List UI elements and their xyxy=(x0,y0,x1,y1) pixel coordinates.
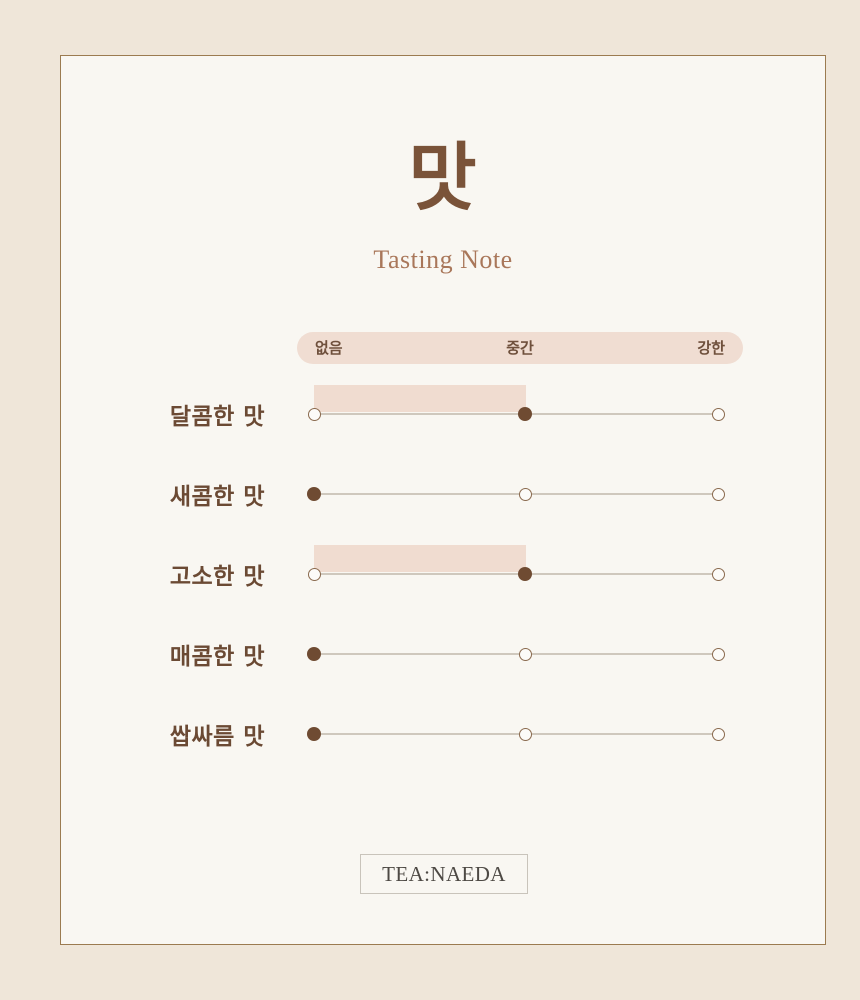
slider-dot-none[interactable] xyxy=(307,727,321,741)
page-subtitle: Tasting Note xyxy=(373,245,513,274)
taste-row-spicy: 매콤한 맛 xyxy=(61,626,825,706)
taste-label-bitter: 쌉싸름 맛 xyxy=(169,724,265,750)
legend-label-strong: 강한 xyxy=(697,338,725,357)
slider-dot-strong[interactable] xyxy=(711,407,725,421)
slider-dot-medium[interactable] xyxy=(518,727,532,741)
slider-fill xyxy=(314,545,526,572)
slider-dot-strong[interactable] xyxy=(711,727,725,741)
slider-fill xyxy=(314,385,526,412)
taste-row-sour: 새콤한 맛 xyxy=(61,466,825,546)
taste-row-nutty: 고소한 맛 xyxy=(61,545,825,626)
slider-dot-none[interactable] xyxy=(307,407,321,421)
slider-track xyxy=(314,573,718,575)
taste-row-bitter: 쌉싸름 맛 xyxy=(61,706,825,781)
slider-track xyxy=(314,493,718,495)
slider-dot-strong[interactable] xyxy=(711,567,725,581)
tasting-note-card: 맛 Tasting Note 없음 중간 강한 달콤한 맛 xyxy=(60,55,826,945)
taste-label-sour: 새콤한 맛 xyxy=(169,484,265,510)
slider-dot-medium[interactable] xyxy=(518,567,532,581)
legend-label-medium: 중간 xyxy=(506,338,534,357)
slider-dot-medium[interactable] xyxy=(518,647,532,661)
slider-dot-none[interactable] xyxy=(307,567,321,581)
taste-label-sweet: 달콤한 맛 xyxy=(169,404,265,430)
card-header: 맛 Tasting Note xyxy=(61,56,825,273)
slider-track xyxy=(314,413,718,415)
taste-slider-list: 달콤한 맛 새콤한 맛 xyxy=(61,385,825,781)
slider-dot-medium[interactable] xyxy=(518,407,532,421)
slider-dot-medium[interactable] xyxy=(518,487,532,501)
scale-legend: 없음 중간 강한 xyxy=(297,332,743,364)
slider-track xyxy=(314,733,718,735)
slider-dot-strong[interactable] xyxy=(711,487,725,501)
brand-name: TEA:NAEDA xyxy=(382,861,506,886)
brand-badge: TEA:NAEDA xyxy=(360,854,528,894)
slider-dot-none[interactable] xyxy=(307,647,321,661)
taste-label-spicy: 매콤한 맛 xyxy=(169,644,265,670)
legend-label-none: 없음 xyxy=(315,338,343,357)
taste-label-nutty: 고소한 맛 xyxy=(169,564,265,590)
taste-row-sweet: 달콤한 맛 xyxy=(61,385,825,466)
page-title: 맛 xyxy=(408,135,478,221)
slider-dot-strong[interactable] xyxy=(711,647,725,661)
slider-dot-none[interactable] xyxy=(307,487,321,501)
slider-track xyxy=(314,653,718,655)
